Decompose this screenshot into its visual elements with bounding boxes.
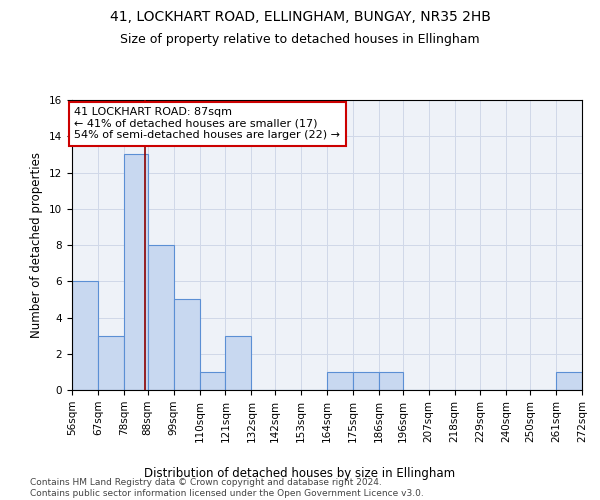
Bar <box>148 245 173 390</box>
Bar <box>379 372 403 390</box>
Bar <box>173 300 199 390</box>
Bar <box>124 154 148 390</box>
Text: 41 LOCKHART ROAD: 87sqm
← 41% of detached houses are smaller (17)
54% of semi-de: 41 LOCKHART ROAD: 87sqm ← 41% of detache… <box>74 108 340 140</box>
Text: Size of property relative to detached houses in Ellingham: Size of property relative to detached ho… <box>120 32 480 46</box>
Bar <box>556 372 582 390</box>
Text: Distribution of detached houses by size in Ellingham: Distribution of detached houses by size … <box>145 467 455 480</box>
Text: Contains HM Land Registry data © Crown copyright and database right 2024.
Contai: Contains HM Land Registry data © Crown c… <box>30 478 424 498</box>
Bar <box>199 372 226 390</box>
Bar <box>327 372 353 390</box>
Bar <box>98 336 124 390</box>
Bar <box>353 372 379 390</box>
Text: 41, LOCKHART ROAD, ELLINGHAM, BUNGAY, NR35 2HB: 41, LOCKHART ROAD, ELLINGHAM, BUNGAY, NR… <box>110 10 490 24</box>
Bar <box>226 336 251 390</box>
Y-axis label: Number of detached properties: Number of detached properties <box>31 152 43 338</box>
Bar <box>72 281 98 390</box>
